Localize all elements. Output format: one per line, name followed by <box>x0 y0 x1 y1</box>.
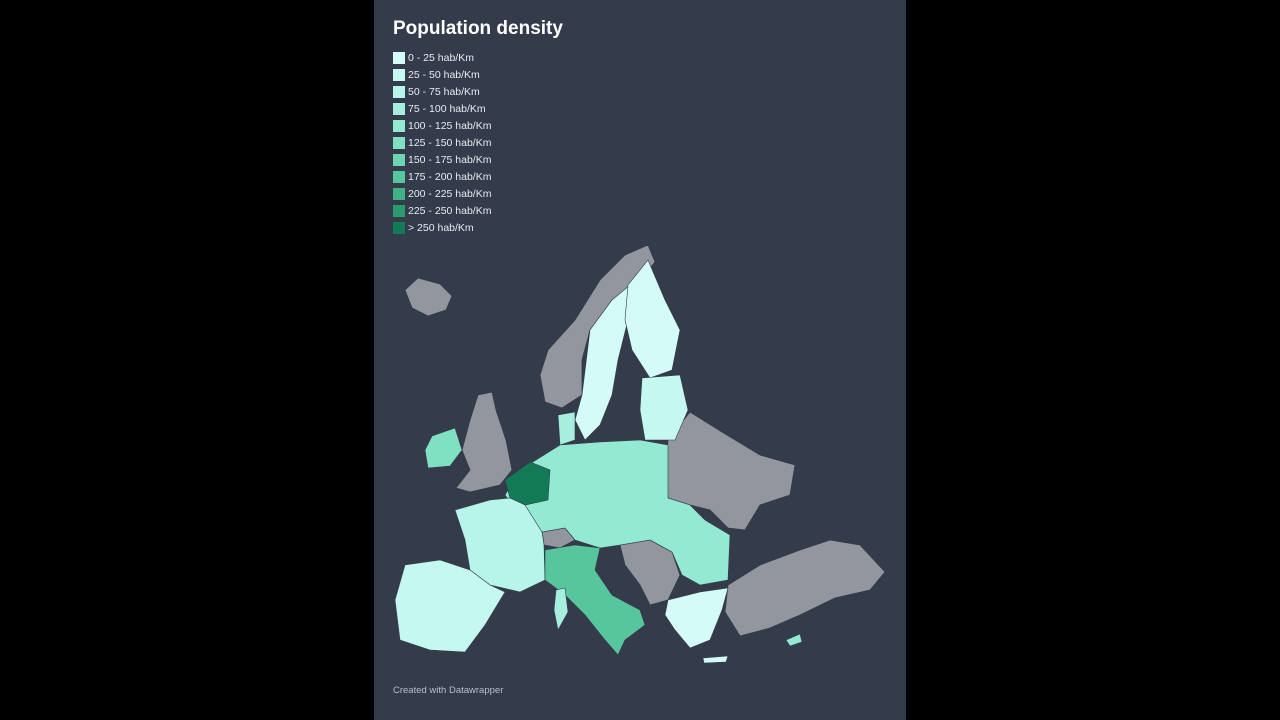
legend-item: 50 - 75 hab/Km <box>393 83 491 100</box>
italy <box>544 544 646 656</box>
legend-swatch <box>393 136 405 149</box>
sardinia <box>553 587 569 631</box>
legend-swatch <box>393 51 405 64</box>
legend-item: 75 - 100 hab/Km <box>393 100 491 117</box>
legend-label: 0 - 25 hab/Km <box>408 51 474 64</box>
credit: Created with Datawrapper <box>393 685 504 696</box>
legend-swatch <box>393 119 405 132</box>
legend-item: 225 - 250 hab/Km <box>393 202 491 219</box>
legend-label: 175 - 200 hab/Km <box>408 170 492 183</box>
legend-item: 25 - 50 hab/Km <box>393 66 491 83</box>
legend-swatch <box>393 153 405 166</box>
turkey <box>724 539 886 637</box>
legend-swatch <box>393 68 405 81</box>
legend-swatch <box>393 187 405 200</box>
greece <box>664 587 729 649</box>
legend: 0 - 25 hab/Km 25 - 50 hab/Km 50 - 75 hab/K… <box>393 49 491 236</box>
legend-label: 100 - 125 hab/Km <box>408 119 492 132</box>
title: Population density <box>393 18 563 39</box>
great-britain <box>455 391 513 493</box>
iberia <box>394 559 506 653</box>
legend-item: 125 - 150 hab/Km <box>393 134 491 151</box>
cyprus <box>785 633 803 647</box>
legend-label: 25 - 50 hab/Km <box>408 68 480 81</box>
central-europe <box>504 439 731 586</box>
map <box>394 244 886 664</box>
legend-swatch <box>393 85 405 98</box>
legend-item: 0 - 25 hab/Km <box>393 49 491 66</box>
eu-regions <box>394 259 803 664</box>
legend-label: 50 - 75 hab/Km <box>408 85 480 98</box>
legend-item: 150 - 175 hab/Km <box>393 151 491 168</box>
legend-item: > 250 hab/Km <box>393 219 491 236</box>
legend-swatch <box>393 102 405 115</box>
legend-swatch <box>393 204 405 217</box>
crete <box>702 655 729 664</box>
legend-item: 100 - 125 hab/Km <box>393 117 491 134</box>
map-panel: Population density 0 - 25 hab/Km 25 - 50 … <box>374 0 906 720</box>
legend-item: 200 - 225 hab/Km <box>393 185 491 202</box>
legend-item: 175 - 200 hab/Km <box>393 168 491 185</box>
ireland <box>424 427 463 469</box>
legend-swatch <box>393 221 405 234</box>
legend-label: 75 - 100 hab/Km <box>408 102 486 115</box>
finland <box>624 259 681 379</box>
legend-swatch <box>393 170 405 183</box>
legend-label: 150 - 175 hab/Km <box>408 153 492 166</box>
sweden <box>574 284 631 441</box>
legend-label: 225 - 250 hab/Km <box>408 204 492 217</box>
legend-label: > 250 hab/Km <box>408 221 474 234</box>
baltics <box>639 374 689 441</box>
denmark <box>557 411 576 446</box>
iceland <box>404 277 453 317</box>
legend-label: 200 - 225 hab/Km <box>408 187 492 200</box>
france <box>454 497 546 593</box>
non-eu-regions <box>404 244 886 637</box>
legend-label: 125 - 150 hab/Km <box>408 136 492 149</box>
